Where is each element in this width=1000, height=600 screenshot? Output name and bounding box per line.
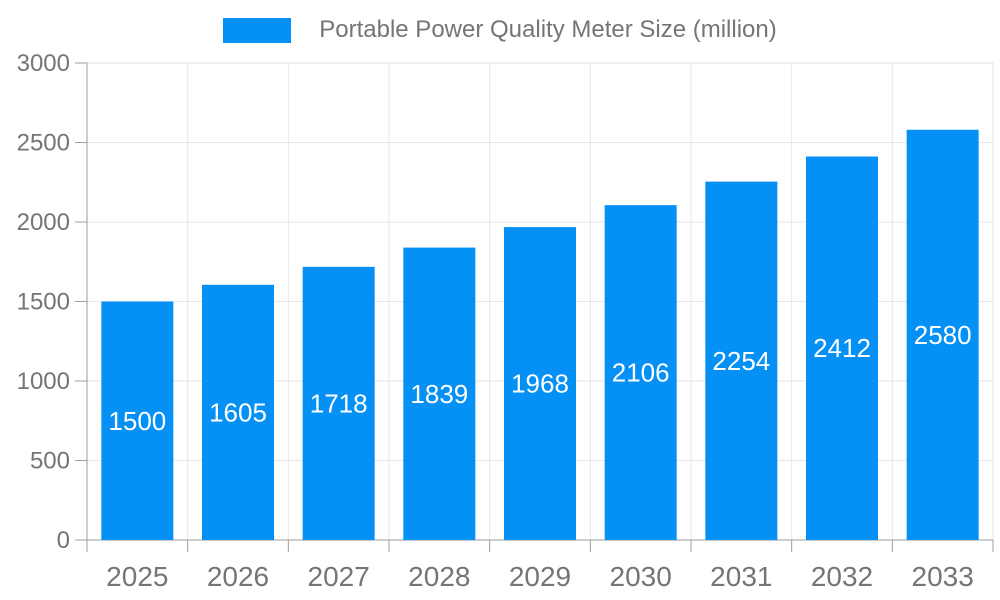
x-tick-label: 2027 [308,561,370,592]
x-tick-label: 2025 [106,561,168,592]
x-tick-label: 2033 [912,561,974,592]
y-tick-label: 0 [57,527,70,554]
bar-value-label: 2106 [612,358,670,388]
bar-value-label: 2412 [813,333,871,363]
y-tick-label: 2500 [17,130,70,157]
x-tick-label: 2030 [610,561,672,592]
y-tick-label: 3000 [17,50,70,77]
y-tick-label: 500 [30,448,70,475]
bar[interactable] [302,266,375,540]
y-tick-label: 2000 [17,209,70,236]
bar[interactable] [705,181,778,540]
x-tick-label: 2028 [408,561,470,592]
bar[interactable] [202,284,274,540]
bar[interactable] [403,247,476,540]
legend-label: Portable Power Quality Meter Size (milli… [319,16,777,43]
y-tick-label: 1500 [17,289,70,316]
bar-value-label: 2580 [914,320,972,350]
x-tick-label: 2032 [811,561,873,592]
y-tick-label: 1000 [17,368,70,395]
x-tick-label: 2026 [207,561,269,592]
bar[interactable] [604,205,677,540]
bar[interactable] [806,156,878,540]
bar-value-label: 1605 [209,397,267,427]
x-tick-label: 2029 [509,561,571,592]
bar[interactable] [504,227,576,540]
bar-value-label: 1718 [310,388,368,418]
bar[interactable] [101,301,174,541]
legend-item[interactable]: Portable Power Quality Meter Size (milli… [0,16,1000,43]
x-tick-label: 2031 [710,561,772,592]
bar[interactable] [906,129,979,540]
bar-value-label: 1968 [511,369,569,399]
legend-swatch-icon [223,17,292,43]
bar-value-label: 1500 [108,406,166,436]
bar-value-label: 2254 [712,346,770,376]
bar-value-label: 1839 [410,379,468,409]
